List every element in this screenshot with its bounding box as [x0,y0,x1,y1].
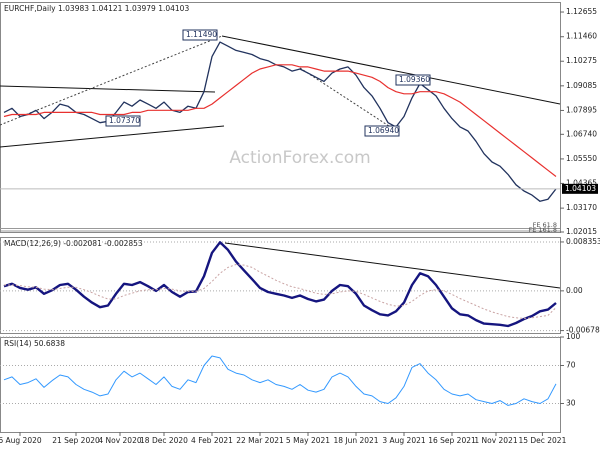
y-tick-label: 0.00 [566,286,583,295]
trend-line [224,242,561,289]
y-tick-label: 1.12655 [566,7,597,16]
x-tick-label: 1 Nov 2021 [474,436,517,445]
x-tick-label: 4 Feb 2021 [191,436,233,445]
price-panel [0,2,561,233]
trend-line [221,35,561,105]
y-tick-label: 1.05550 [566,154,597,163]
x-tick-label: 4 Nov 2020 [98,436,141,445]
y-tick-label: -0.006788 [566,326,600,335]
x-tick-label: 15 Dec 2021 [518,436,566,445]
y-tick-label: 30 [566,399,576,408]
fe-label: FE 161.8 [528,226,557,234]
annotation-box [395,74,431,86]
annotation: 1.06940 [368,126,399,135]
annotation: 1.11490 [186,30,217,39]
watermark: ActionForex.com [229,148,370,168]
x-tick-label: 6 Aug 2020 [0,436,42,445]
y-tick-label: 1.06740 [566,129,597,138]
last-price-label: 1.04103 [565,184,596,193]
y-tick-label: 100 [566,332,581,341]
y-tick-label: 1.09085 [566,81,597,90]
annotation-box [182,29,218,41]
y-tick-label: 1.04365 [566,178,597,187]
y-tick-label: 0.008353 [566,237,600,246]
rsi-panel [0,337,561,433]
macd-panel [0,237,561,334]
y-tick-label: 1.07895 [566,105,597,114]
series-line [4,264,557,319]
series-line [3,41,557,202]
series-line [3,64,557,177]
fe-label: FE 61.8 [533,221,557,229]
y-tick-label: 1.11460 [566,32,597,41]
panel-title: RSI(14) 50.6838 [4,339,65,348]
annotation: 1.09360 [399,75,430,84]
trend-line [299,67,396,131]
last-price-box [562,183,598,194]
x-tick-label: 5 May 2021 [286,436,330,445]
series-line [3,355,557,406]
annotation: 1.07370 [109,116,140,125]
y-tick-label: 1.10275 [566,56,597,65]
annotation-box [364,125,400,137]
series-line [3,241,557,328]
trend-line [0,85,216,93]
x-tick-label: 18 Dec 2020 [140,436,188,445]
trend-line [0,125,225,148]
x-tick-label: 18 Jun 2021 [333,436,378,445]
panel-title: MACD(12,26,9) -0.002081 -0.002853 [4,239,143,248]
y-tick-label: 1.02015 [566,227,597,236]
x-tick-label: 16 Sep 2021 [428,436,476,445]
panel-title: EURCHF,Daily 1.03983 1.04121 1.03979 1.0… [4,4,189,13]
x-tick-label: 21 Sep 2020 [52,436,100,445]
x-tick-label: 22 Mar 2021 [236,436,284,445]
y-tick-label: 1.03170 [566,203,597,212]
annotation-box [105,115,141,127]
y-tick-label: 70 [566,361,576,370]
x-tick-label: 3 Aug 2021 [382,436,425,445]
